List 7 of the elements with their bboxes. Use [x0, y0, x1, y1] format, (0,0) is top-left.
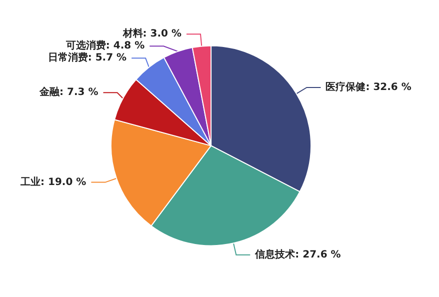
slice-label: 材料: 3.0 %: [122, 28, 182, 40]
slice-label: 日常消费: 5.7 %: [48, 52, 127, 64]
slice-label: 金融: 7.3 %: [38, 86, 98, 98]
slice-label: 可选消费: 4.8 %: [64, 40, 145, 52]
slice-label: 工业: 19.0 %: [20, 176, 86, 188]
slice-label: 信息技术: 27.6 %: [254, 248, 341, 260]
slice-label: 医疗保健: 32.6 %: [326, 80, 412, 93]
